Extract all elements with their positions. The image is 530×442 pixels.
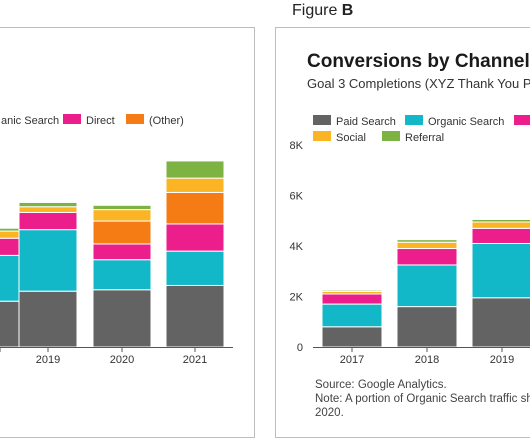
footnote-line: Note: A portion of Organic Search traffi… (315, 393, 530, 405)
legend-social-label: Social (336, 132, 366, 144)
x-tick-label-2019: 2019 (36, 354, 60, 366)
bar-organic-search-2019 (471, 242, 530, 299)
x-tick-label-2017: 2017 (340, 354, 364, 366)
legend-organic-search-label: anic Search (1, 115, 59, 127)
legend-organic-search-label: Organic Search (428, 116, 504, 128)
bar-social-2019 (471, 221, 530, 229)
legend-other-swatch (126, 114, 144, 124)
y-tick-label-0: 0 (297, 342, 303, 354)
bar-direct-2017 (321, 293, 383, 305)
bar-paid-search-2018 (396, 306, 458, 348)
bar-referral-2017 (321, 289, 383, 292)
bar-organic-search-2017 (321, 303, 383, 328)
bar-referral-2019 (18, 201, 78, 208)
figure-caption-prefix: Figure (292, 2, 342, 19)
y-tick-label-8k: 8K (290, 140, 304, 152)
bar-other-2020 (92, 220, 152, 245)
bar-referral-2020 (92, 204, 152, 211)
x-tick-label-2018: 2018 (415, 354, 439, 366)
bar-social-2021 (165, 177, 225, 193)
x-tick-label-2019: 2019 (490, 354, 514, 366)
y-tick-label-6k: 6K (290, 191, 304, 203)
legend-organic-search-swatch (405, 115, 423, 125)
legend-referral-label: Referral (405, 132, 444, 144)
figure-caption: Figure B (292, 2, 353, 20)
legend-direct-swatch (63, 114, 81, 124)
legend-social-swatch (313, 131, 331, 141)
chart-b-subtitle: Goal 3 Completions (XYZ Thank You P (307, 76, 530, 91)
bar-paid-search-2020 (92, 289, 152, 348)
chart-panel-a: anic Search Direct (Other) 2019 2020 2021 (0, 27, 255, 438)
bar-organic-search-2018 (396, 264, 458, 308)
bar-paid-search-2017 (321, 326, 383, 348)
bar-paid-search-2019 (471, 297, 530, 348)
bar-referral-2021 (165, 160, 225, 179)
legend-paid-search-swatch (313, 115, 331, 125)
footnote-line: 2020. (315, 407, 344, 419)
x-tick-label-2020: 2020 (110, 354, 134, 366)
bar-organic-search-2019 (18, 229, 78, 292)
bar-organic-search-2021 (165, 250, 225, 286)
chart-panel-b: Conversions by Channel o Goal 3 Completi… (275, 27, 530, 438)
bar-direct-2019 (471, 227, 530, 244)
legend-other-label: (Other) (149, 115, 184, 127)
legend-paid-search-label: Paid Search (336, 116, 396, 128)
chart-b-title: Conversions by Channel o (307, 51, 530, 72)
bar-direct-2019 (18, 211, 78, 231)
y-tick-label-2k: 2K (290, 292, 304, 304)
bar-other-2021 (165, 191, 225, 225)
bar-social-2019 (18, 206, 78, 213)
bar-referral-2019 (471, 218, 530, 223)
bar-social-2018 (396, 241, 458, 250)
legend-direct-swatch (514, 115, 530, 125)
bar-social-2020 (92, 209, 152, 222)
chart-b-footnote: Source: Google Analytics. Note: A portio… (315, 378, 530, 420)
footnote-line: Source: Google Analytics. (315, 379, 447, 391)
bar-referral-2018 (396, 239, 458, 243)
bar-direct-2020 (92, 243, 152, 261)
bar-direct-2018 (396, 248, 458, 266)
legend-direct-label: Direct (86, 115, 115, 127)
y-tick-label-4k: 4K (290, 241, 304, 253)
chart-a-svg: anic Search Direct (Other) 2019 2020 2021 (0, 114, 233, 366)
bar-paid-search-2021 (165, 284, 225, 348)
bar-direct-2021 (165, 223, 225, 252)
x-tick-label-2021: 2021 (183, 354, 207, 366)
bar-paid-search-2019 (18, 290, 78, 348)
bar-organic-search-2020 (92, 259, 152, 291)
legend-referral-swatch (382, 131, 400, 141)
figure-caption-letter: B (341, 2, 354, 19)
